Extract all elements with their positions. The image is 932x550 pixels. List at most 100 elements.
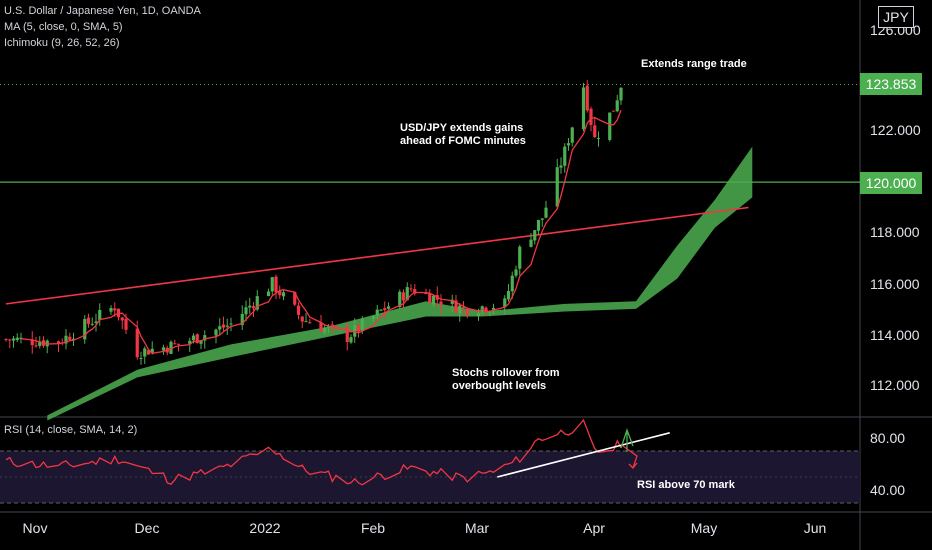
candle-body xyxy=(94,321,98,323)
candle-body xyxy=(86,317,91,324)
time-tick-may: May xyxy=(690,520,718,536)
candle-body xyxy=(476,313,481,317)
candle-body xyxy=(540,218,544,220)
candle-body xyxy=(608,112,612,140)
rsi-legend: RSI (14, close, SMA, 14, 2) xyxy=(4,424,138,436)
candle-body xyxy=(465,308,469,316)
candle-body xyxy=(83,318,87,340)
candle-body xyxy=(589,108,593,125)
candle-body xyxy=(19,337,23,340)
time-tick-dec: Dec xyxy=(134,520,160,536)
candle-body xyxy=(139,357,143,359)
ma-line xyxy=(20,109,622,355)
candle-body xyxy=(581,87,586,130)
candle-body xyxy=(349,337,353,343)
candle-body xyxy=(150,348,154,354)
candle-body xyxy=(371,316,376,319)
candle-body xyxy=(176,343,181,345)
current-price-label: 123.853 xyxy=(860,73,922,95)
candle-body xyxy=(188,340,192,344)
candle-body xyxy=(566,143,571,146)
time-tick-feb: Feb xyxy=(360,520,386,536)
candle-body xyxy=(559,165,563,168)
rsi-trendline xyxy=(497,432,670,478)
candle-body xyxy=(383,308,387,311)
time-tick-jun: Jun xyxy=(803,520,827,536)
candle-body xyxy=(203,335,207,341)
candle-body xyxy=(38,342,42,346)
price-tick-116: 116.000 xyxy=(870,276,920,292)
candle-body xyxy=(300,316,304,322)
currency-button[interactable]: JPY xyxy=(878,6,914,28)
candle-body xyxy=(244,307,248,315)
candle-body xyxy=(514,269,518,276)
trendline xyxy=(5,206,749,305)
candle-body xyxy=(323,327,327,333)
candle-body xyxy=(169,341,173,354)
candle-body xyxy=(161,347,166,351)
time-tick-nov: Nov xyxy=(22,520,48,536)
candle-body xyxy=(229,323,233,325)
candle-body xyxy=(266,291,271,297)
candle-body xyxy=(293,292,297,305)
candle-body xyxy=(56,341,61,344)
candle-body xyxy=(615,100,619,112)
candle-body xyxy=(529,239,533,247)
candle-body xyxy=(450,299,454,304)
rsi-down-arrow xyxy=(622,445,638,469)
candle-body xyxy=(34,345,38,347)
candle-body xyxy=(585,85,589,111)
candle-body xyxy=(375,309,379,316)
candle-body xyxy=(195,334,199,344)
candle-body xyxy=(98,309,102,321)
rsi-tick-80: 80.00 xyxy=(870,430,906,446)
candle-body xyxy=(431,295,436,305)
candle-body xyxy=(413,289,417,294)
candle-body xyxy=(296,305,301,315)
candle-body xyxy=(173,343,177,345)
candle-body xyxy=(360,319,364,332)
candle-body xyxy=(480,306,484,312)
candle-body xyxy=(68,336,72,340)
price-tick-118: 118.000 xyxy=(870,224,920,240)
candle-body xyxy=(4,339,8,341)
ichimoku-cloud xyxy=(47,146,753,421)
candle-body xyxy=(225,325,229,327)
annotation-gains-line1: USD/JPY extends gains xyxy=(400,122,524,134)
candle-body xyxy=(143,348,147,357)
candle-body xyxy=(146,350,151,355)
candle-body xyxy=(11,338,16,341)
candle-body xyxy=(398,291,402,307)
candle-body xyxy=(274,276,278,293)
candle-body xyxy=(458,305,462,314)
candle-body xyxy=(330,324,334,326)
candle-body xyxy=(214,329,218,336)
candle-body xyxy=(334,325,338,329)
rsi-line xyxy=(5,418,622,486)
time-tick-2022: 2022 xyxy=(249,520,281,536)
candle-body xyxy=(484,307,488,312)
candle-body xyxy=(113,308,117,311)
candle-body xyxy=(90,323,94,325)
candles xyxy=(4,80,623,365)
candle-body xyxy=(428,293,432,303)
rsi-tick-40: 40.00 xyxy=(870,482,906,498)
candle-body xyxy=(248,305,252,308)
candle-body xyxy=(379,309,383,311)
candle-body xyxy=(326,326,331,328)
candle-body xyxy=(240,313,244,326)
level-price-label: 120.000 xyxy=(860,172,922,194)
price-tick-122: 122.000 xyxy=(870,122,921,138)
candle-body xyxy=(218,326,222,330)
candle-body xyxy=(356,324,361,332)
price-tick-114: 114.000 xyxy=(870,327,920,343)
candle-body xyxy=(120,317,124,321)
candle-body xyxy=(596,138,601,140)
candle-body xyxy=(308,322,312,324)
candle-body xyxy=(454,300,458,313)
candle-body xyxy=(611,110,616,112)
candle-body xyxy=(506,291,511,300)
price-tick-112: 112.000 xyxy=(870,377,920,393)
candle-body xyxy=(124,318,128,330)
